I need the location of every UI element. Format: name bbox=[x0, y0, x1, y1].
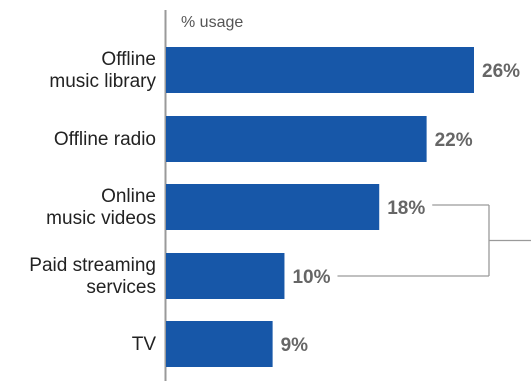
category-label-3-line-1: services bbox=[86, 277, 156, 298]
bar-0 bbox=[166, 47, 474, 93]
bar-2 bbox=[166, 184, 380, 230]
value-label-1: 22% bbox=[435, 130, 473, 151]
bar-1 bbox=[166, 116, 427, 162]
category-label-1: Offline radio bbox=[54, 129, 156, 150]
category-label-2-line-0: Online bbox=[101, 186, 156, 207]
category-label-0-line-0: Offline bbox=[101, 49, 156, 70]
bar-3 bbox=[166, 253, 285, 299]
category-label-2-line-1: music videos bbox=[46, 208, 156, 229]
bars-layer bbox=[166, 47, 474, 367]
value-label-4: 9% bbox=[281, 335, 309, 356]
unit-label: % usage bbox=[181, 14, 243, 31]
connector-bracket bbox=[337, 204, 531, 277]
bar-4 bbox=[166, 321, 273, 367]
value-label-2: 18% bbox=[387, 198, 425, 219]
value-label-3: 10% bbox=[292, 267, 330, 288]
category-label-0-line-1: music library bbox=[49, 71, 156, 92]
value-label-0: 26% bbox=[482, 61, 520, 82]
category-label-4: TV bbox=[132, 334, 157, 355]
bracket-layer bbox=[337, 204, 531, 277]
category-label-3-line-0: Paid streaming bbox=[29, 255, 156, 276]
